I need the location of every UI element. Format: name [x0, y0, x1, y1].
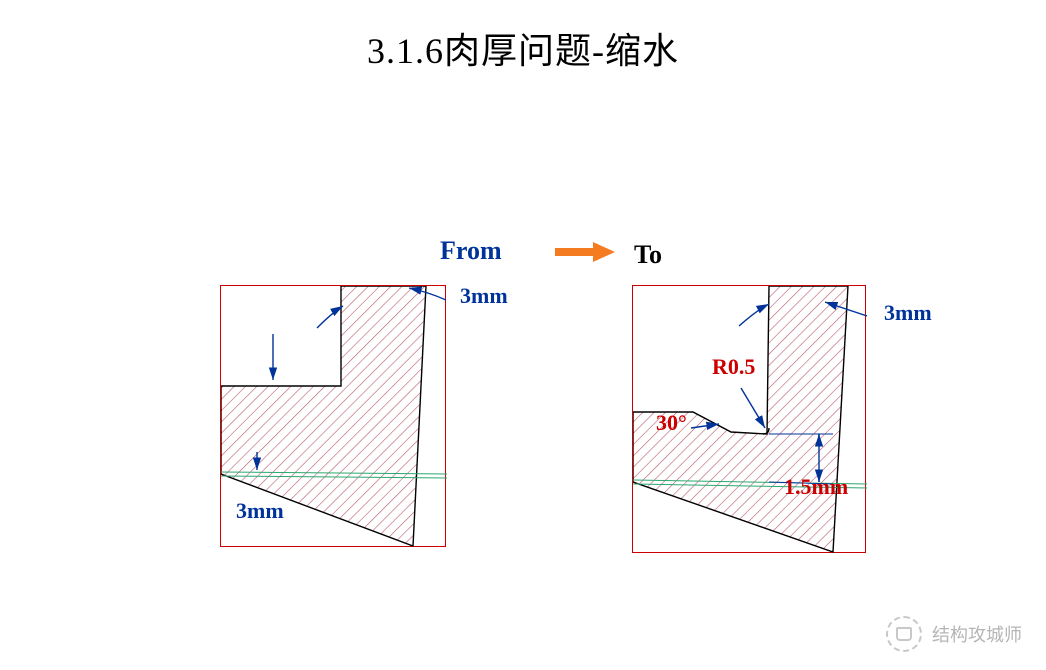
page-title: 3.1.6肉厚问题-缩水 [0, 22, 1046, 74]
from-to-arrow-icon [555, 240, 615, 264]
wechat-icon [886, 616, 922, 652]
left-dim-3mm-bottom: 3mm [236, 498, 284, 524]
right-dim-30deg: 30° [656, 410, 687, 436]
right-dim-r05: R0.5 [712, 354, 755, 380]
from-label: From [440, 236, 502, 266]
right-dim-1p5mm: 1.5mm [784, 474, 848, 500]
watermark-text: 结构攻城师 [932, 621, 1022, 647]
left-dim-3mm-top: 3mm [460, 283, 508, 309]
watermark: 结构攻城师 [886, 616, 1022, 652]
to-label: To [634, 240, 662, 270]
right-dim-3mm: 3mm [884, 300, 932, 326]
